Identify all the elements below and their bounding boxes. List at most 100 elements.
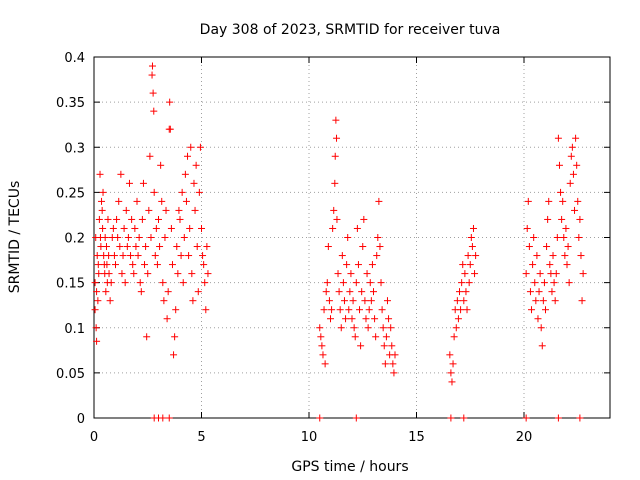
data-point (155, 215, 162, 223)
data-point (375, 197, 383, 205)
data-point (123, 243, 131, 251)
data-point (179, 279, 187, 287)
data-point (134, 252, 142, 260)
data-point (361, 297, 369, 305)
data-point (537, 324, 545, 332)
data-point (322, 288, 330, 296)
data-point (533, 252, 541, 260)
data-point (577, 252, 585, 260)
data-point (171, 333, 179, 341)
data-point (152, 224, 160, 232)
data-point (106, 297, 114, 305)
data-point (552, 270, 560, 278)
data-point (332, 116, 340, 124)
data-point (566, 179, 574, 187)
data-point (168, 261, 176, 269)
data-point (534, 315, 542, 323)
data-point (522, 270, 530, 278)
data-point (391, 351, 399, 359)
y-tick-label: 0.25 (56, 186, 85, 201)
x-tick-label: 0 (90, 430, 98, 445)
y-tick-label: 0.05 (56, 367, 85, 382)
data-point (364, 324, 372, 332)
data-point (548, 288, 556, 296)
data-point (174, 270, 182, 278)
data-point (116, 243, 124, 251)
data-point (331, 152, 339, 160)
data-point (466, 261, 474, 269)
data-point (180, 234, 188, 241)
data-point (530, 234, 538, 241)
data-point (357, 342, 365, 350)
data-point (199, 252, 207, 260)
data-point (150, 107, 158, 115)
data-point (135, 234, 143, 241)
data-point (336, 306, 344, 314)
data-point (389, 360, 397, 368)
data-point (318, 342, 326, 350)
data-point (166, 98, 174, 106)
data-point (469, 224, 477, 232)
data-point (130, 270, 138, 278)
data-point (356, 306, 364, 314)
data-point (390, 369, 398, 377)
data-point (447, 414, 455, 422)
data-point (559, 197, 567, 205)
data-point (339, 279, 347, 287)
data-point (159, 414, 167, 422)
data-point (351, 333, 359, 341)
data-point (102, 288, 110, 296)
data-point (139, 179, 147, 187)
data-point (195, 188, 203, 196)
data-point (333, 134, 341, 142)
data-point (198, 224, 205, 232)
data-point (94, 297, 102, 305)
data-point (472, 252, 480, 260)
data-point (526, 288, 534, 296)
data-point (321, 360, 329, 368)
y-tick-label: 0.15 (56, 277, 85, 292)
data-point (359, 243, 367, 251)
data-point (532, 297, 540, 305)
data-point (446, 351, 454, 359)
data-point (388, 342, 396, 350)
data-point (93, 252, 101, 260)
data-point (98, 197, 106, 205)
data-point (453, 297, 461, 305)
data-point (161, 234, 169, 241)
data-point (572, 134, 580, 142)
data-point (95, 215, 103, 223)
data-point (467, 234, 475, 241)
data-point (120, 224, 128, 232)
data-point (158, 197, 166, 205)
data-point (93, 288, 101, 296)
data-point (196, 143, 204, 151)
data-point (107, 279, 115, 287)
data-point (182, 197, 190, 205)
data-point (452, 324, 460, 332)
y-tick-label: 0.4 (64, 51, 85, 66)
data-point (463, 306, 471, 314)
data-point (317, 333, 325, 341)
data-point (564, 243, 572, 251)
data-point (362, 315, 370, 323)
data-point (104, 215, 112, 223)
data-point (166, 125, 174, 133)
data-point (557, 188, 565, 196)
data-point (525, 243, 533, 251)
data-point (379, 324, 387, 332)
data-point (558, 215, 566, 223)
data-point (539, 297, 547, 305)
data-point (368, 261, 376, 269)
y-tick-label: 0.2 (64, 232, 85, 247)
data-point (350, 324, 358, 332)
data-point (129, 261, 137, 269)
data-point (175, 206, 183, 214)
data-point (449, 360, 457, 368)
x-axis-label: GPS time / hours (291, 459, 408, 475)
data-point (543, 243, 551, 251)
data-point (189, 297, 197, 305)
data-point (468, 243, 476, 251)
data-point (122, 206, 130, 214)
data-point (385, 315, 393, 323)
